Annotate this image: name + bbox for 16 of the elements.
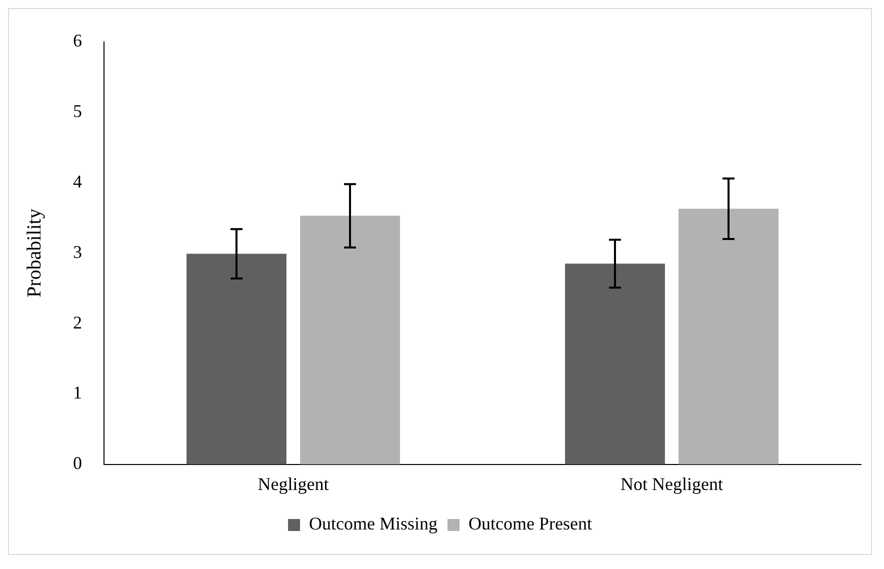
x-tick-label: Not Negligent bbox=[620, 474, 723, 494]
y-tick-label: 2 bbox=[73, 312, 82, 332]
bar bbox=[300, 216, 400, 464]
y-tick-label: 6 bbox=[73, 30, 82, 51]
legend-label: Outcome Present bbox=[468, 514, 592, 534]
y-tick-label: 5 bbox=[73, 100, 82, 121]
legend-label: Outcome Missing bbox=[309, 514, 438, 534]
x-tick-label: Negligent bbox=[258, 474, 329, 494]
y-tick-label: 1 bbox=[73, 382, 82, 403]
bar bbox=[565, 264, 665, 464]
y-tick-label: 0 bbox=[73, 453, 82, 474]
bar bbox=[186, 254, 286, 464]
y-axis-title: Probability bbox=[23, 208, 46, 298]
bar bbox=[678, 208, 778, 464]
y-tick-label: 3 bbox=[73, 242, 82, 262]
y-tick-label: 4 bbox=[73, 171, 82, 192]
